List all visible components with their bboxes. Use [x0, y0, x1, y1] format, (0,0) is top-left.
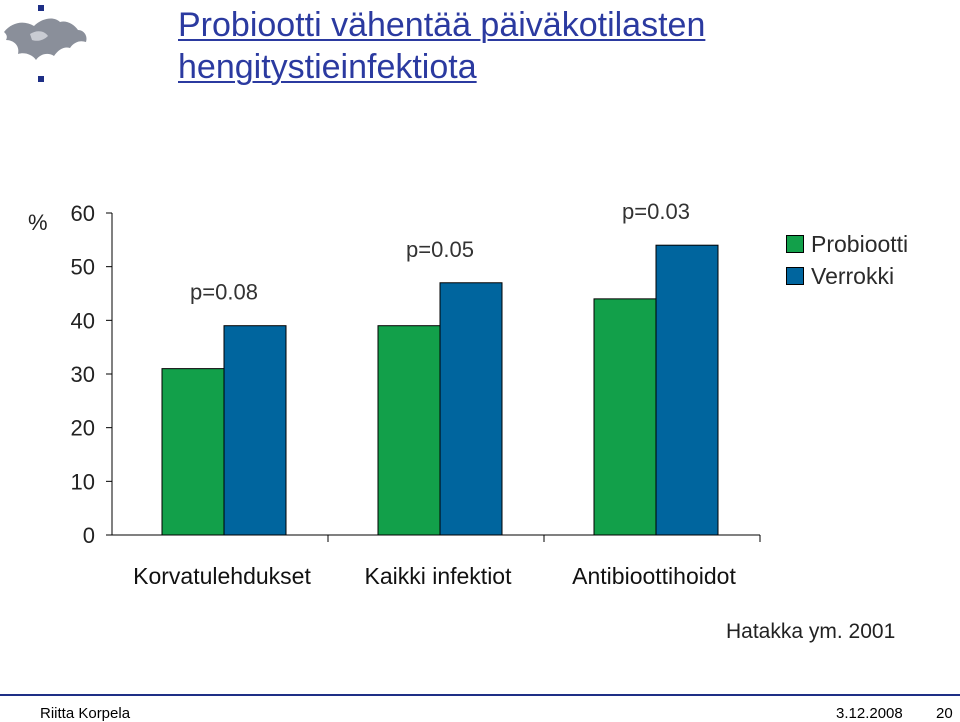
bar-probiootti-2 — [377, 325, 441, 536]
title-line-1: Probiootti vähentää päiväkotilasten — [178, 6, 706, 44]
y-tick-label: 20 — [71, 416, 95, 441]
university-logo-icon — [4, 5, 87, 82]
bar-chart: 0 10 20 30 40 50 60% Korvatulehdukset p=0.08 Kaik… — [28, 199, 761, 589]
legend-label: Probiootti — [811, 230, 909, 257]
legend-swatch — [786, 267, 804, 285]
legend-swatch — [786, 235, 804, 253]
p-value-annotation: p=0.05 — [406, 237, 474, 262]
legend-label: Verrokki — [811, 262, 895, 289]
legend-item-probiootti: Probiootti — [786, 228, 908, 260]
y-tick-label: 0 — [83, 523, 95, 548]
p-value-annotation: p=0.03 — [622, 199, 690, 224]
bar-verrokki-1 — [223, 325, 287, 536]
footer-date: 3.12.2008 — [836, 705, 903, 722]
chart-bars — [161, 244, 719, 536]
p-value-annotation: p=0.08 — [190, 280, 258, 305]
y-tick-label: 40 — [71, 308, 95, 333]
chart-legend: Probiootti Verrokki — [786, 228, 908, 292]
category-label: Korvatulehdukset — [133, 563, 311, 589]
bar-probiootti-3 — [593, 298, 657, 536]
bar-verrokki-2 — [439, 282, 503, 536]
footer-author: Riitta Korpela — [40, 705, 131, 722]
y-tick-label: 10 — [71, 469, 95, 494]
chart-labels: 0 10 20 30 40 50 60% Korvatulehdukset p=0.08 Kaik… — [28, 199, 736, 589]
title-line-2: hengitystieinfektiota — [178, 48, 477, 86]
legend-item-verrokki: Verrokki — [786, 260, 908, 292]
slide-title: Probiootti vähentää päiväkotilasten heng… — [178, 4, 705, 88]
bar-verrokki-3 — [655, 244, 719, 536]
y-axis-label: % — [28, 210, 48, 235]
slide-footer: Riitta Korpela 3.12.2008 20 — [0, 694, 960, 722]
source-citation: Hatakka ym. 2001 — [726, 620, 896, 643]
y-tick-label: 30 — [71, 362, 95, 387]
bar-probiootti-1 — [161, 368, 225, 536]
y-tick-label: 60 — [71, 201, 95, 226]
category-label: Antibioottihoidot — [572, 563, 736, 589]
category-label: Kaikki infektiot — [364, 563, 512, 589]
footer-page-number: 20 — [936, 705, 953, 722]
y-tick-label: 50 — [71, 255, 95, 280]
